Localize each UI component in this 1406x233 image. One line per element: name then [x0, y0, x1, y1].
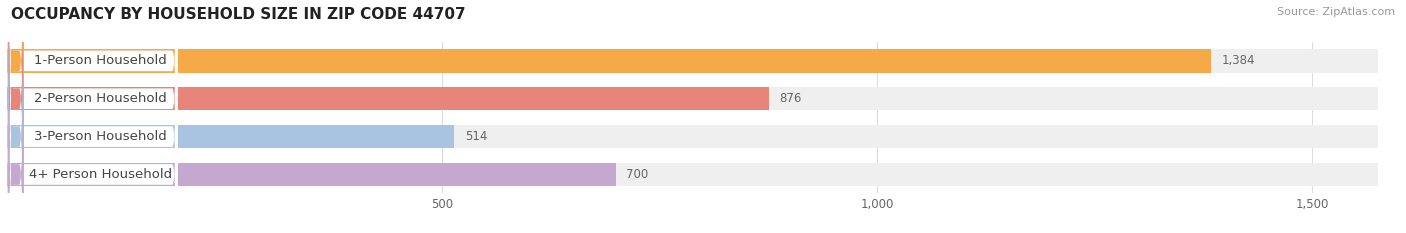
FancyBboxPatch shape	[8, 0, 177, 233]
Bar	[7, 49, 1211, 73]
FancyBboxPatch shape	[8, 0, 177, 233]
Text: 1-Person Household: 1-Person Household	[34, 54, 167, 67]
Bar	[7, 87, 769, 110]
FancyBboxPatch shape	[8, 0, 177, 233]
Bar	[7, 49, 1378, 73]
Text: Source: ZipAtlas.com: Source: ZipAtlas.com	[1277, 7, 1395, 17]
Text: OCCUPANCY BY HOUSEHOLD SIZE IN ZIP CODE 44707: OCCUPANCY BY HOUSEHOLD SIZE IN ZIP CODE …	[11, 7, 465, 22]
FancyBboxPatch shape	[8, 0, 24, 233]
Text: 4+ Person Household: 4+ Person Household	[30, 168, 172, 181]
Bar	[7, 125, 1378, 148]
FancyBboxPatch shape	[8, 0, 24, 233]
Text: 2-Person Household: 2-Person Household	[34, 92, 167, 105]
FancyBboxPatch shape	[8, 0, 24, 233]
FancyBboxPatch shape	[8, 0, 24, 233]
Bar	[7, 163, 1378, 186]
Text: 514: 514	[464, 130, 486, 143]
Text: 876: 876	[779, 92, 801, 105]
Text: 700: 700	[627, 168, 648, 181]
Bar	[7, 125, 454, 148]
Bar	[7, 87, 1378, 110]
FancyBboxPatch shape	[8, 0, 177, 233]
Text: 3-Person Household: 3-Person Household	[34, 130, 167, 143]
Bar	[7, 163, 616, 186]
Text: 1,384: 1,384	[1222, 54, 1256, 67]
